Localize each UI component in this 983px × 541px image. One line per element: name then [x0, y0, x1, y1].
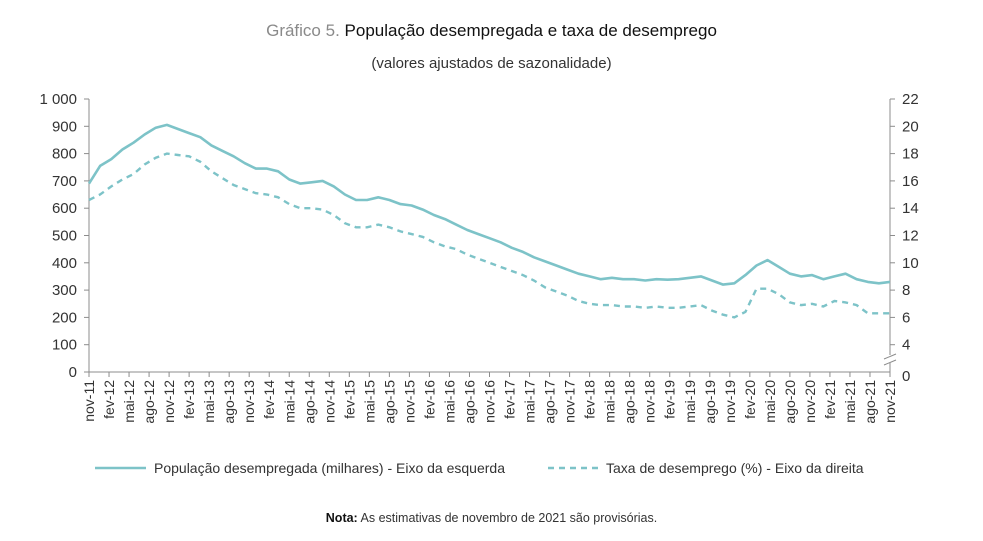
chart-title-prefix: Gráfico 5. — [266, 21, 340, 40]
footnote: Nota: As estimativas de novembro de 2021… — [0, 511, 983, 525]
x-axis-tick-label: fev-21 — [822, 380, 838, 419]
x-axis-tick-label: ago-12 — [141, 380, 157, 424]
x-axis-tick-label: nov-12 — [161, 380, 177, 423]
right-axis-tick-label: 16 — [902, 173, 919, 190]
chart-title-main: População desempregada e taxa de desempr… — [344, 21, 717, 40]
x-axis-tick-label: fev-15 — [341, 380, 357, 419]
x-axis-tick-label: mai-20 — [762, 380, 778, 423]
x-axis-tick-label: nov-20 — [802, 380, 818, 423]
left-axis-tick-label: 900 — [52, 118, 77, 135]
x-axis-tick-label: ago-19 — [702, 380, 718, 424]
chart-title: Gráfico 5. População desempregada e taxa… — [0, 21, 983, 41]
x-axis-tick-label: mai-18 — [602, 380, 618, 423]
x-axis-tick-label: nov-15 — [401, 380, 417, 423]
left-axis-tick-label: 500 — [52, 228, 77, 245]
x-axis-tick-label: ago-18 — [622, 380, 638, 424]
x-axis-tick-label: fev-14 — [261, 380, 277, 419]
x-axis-tick-label: mai-12 — [121, 380, 137, 423]
series-line-populacao-desempregada — [87, 123, 891, 286]
x-axis-tick-label: mai-13 — [201, 380, 217, 423]
x-axis-tick-label: fev-18 — [582, 380, 598, 419]
right-axis-tick-label: 8 — [902, 282, 910, 299]
right-axis-break-mark — [883, 359, 897, 366]
right-axis-break-mark — [883, 353, 897, 360]
x-axis-tick-label: nov-19 — [722, 380, 738, 423]
x-axis-tick-label: nov-18 — [642, 380, 658, 423]
x-axis-tick-label: mai-17 — [522, 380, 538, 423]
right-axis-break-gap — [887, 355, 895, 363]
x-axis-tick-label: ago-21 — [862, 380, 878, 424]
right-axis-tick-label: 20 — [902, 118, 919, 135]
right-axis-tick-label: 22 — [902, 91, 919, 108]
left-axis-tick-label: 600 — [52, 200, 77, 217]
x-axis-tick-label: mai-21 — [842, 380, 858, 423]
legend-label-taxa: Taxa de desemprego (%) - Eixo da direita — [606, 460, 864, 476]
x-axis-tick-label: nov-21 — [882, 380, 898, 423]
x-axis-tick-label: fev-12 — [101, 380, 117, 419]
left-axis-tick-label: 800 — [52, 146, 77, 163]
x-axis-tick-label: mai-16 — [441, 380, 457, 423]
x-axis-tick-label: fev-20 — [742, 380, 758, 419]
x-axis-tick-label: nov-11 — [81, 380, 97, 422]
footnote-label: Nota: — [325, 511, 358, 525]
x-axis-tick-label: ago-20 — [782, 380, 798, 424]
x-axis-tick-label: nov-13 — [241, 380, 257, 423]
x-axis-tick-label: fev-19 — [662, 380, 678, 419]
left-axis-tick-label: 200 — [52, 309, 77, 326]
left-axis-tick-label: 400 — [52, 255, 77, 272]
series-line-taxa-desemprego — [88, 152, 890, 319]
right-axis-tick-label: 4 — [902, 337, 910, 354]
left-axis-tick-label: 1 000 — [39, 91, 77, 108]
x-axis-tick-label: mai-19 — [682, 380, 698, 423]
left-axis-tick-label: 0 — [69, 364, 77, 381]
right-axis-tick-label: 6 — [902, 309, 910, 326]
x-axis-tick-label: ago-13 — [221, 380, 237, 424]
x-axis-tick-label: mai-15 — [361, 380, 377, 423]
x-axis-tick-label: mai-14 — [281, 380, 297, 423]
x-axis-tick-label: ago-16 — [461, 380, 477, 424]
right-axis-tick-label: 12 — [902, 228, 919, 245]
left-axis-tick-label: 700 — [52, 173, 77, 190]
x-axis-tick-label: nov-17 — [562, 380, 578, 423]
x-axis-tick-label: nov-14 — [321, 380, 337, 423]
right-axis-tick-label: 14 — [902, 200, 919, 217]
x-axis-tick-label: ago-15 — [381, 380, 397, 424]
x-axis-tick-label: ago-17 — [542, 380, 558, 424]
left-axis-tick-label: 300 — [52, 282, 77, 299]
x-axis-tick-label: fev-16 — [421, 380, 437, 419]
line-chart: 0 100 200 300 400 500 600 700 800 900 1 000 0 4 6 8 10 1… — [39, 91, 919, 476]
x-axis-tick-label: fev-17 — [502, 380, 518, 419]
legend-label-populacao: População desempregada (milhares) - Eixo… — [154, 460, 505, 476]
right-axis-tick-label: 10 — [902, 255, 919, 272]
right-axis-tick-label: 0 — [902, 368, 910, 385]
x-axis-tick-label: nov-16 — [482, 380, 498, 423]
footnote-text: As estimativas de novembro de 2021 são p… — [360, 511, 658, 525]
chart-subtitle: (valores ajustados de sazonalidade) — [371, 55, 612, 72]
right-axis-tick-label: 18 — [902, 146, 919, 163]
left-axis-tick-label: 100 — [52, 337, 77, 354]
x-axis-tick-label: ago-14 — [301, 380, 317, 424]
x-axis-tick-label: fev-13 — [181, 380, 197, 419]
